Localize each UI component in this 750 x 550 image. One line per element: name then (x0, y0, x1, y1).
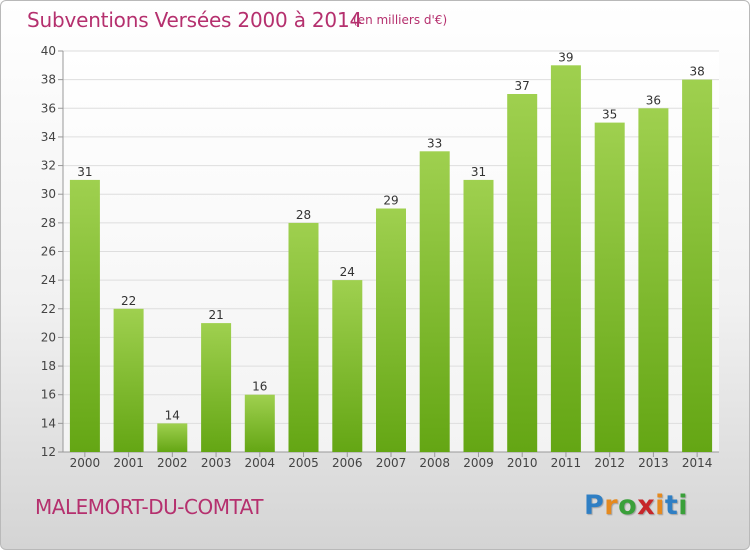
y-tick-label: 34 (41, 130, 56, 144)
data-label: 21 (208, 308, 223, 322)
chart-unit-note: (en milliers d'€) (353, 13, 448, 27)
x-tick-label: 2007 (376, 456, 407, 470)
x-tick-label: 2013 (638, 456, 669, 470)
x-tick-label: 2003 (201, 456, 232, 470)
bar (332, 280, 363, 452)
y-tick-label: 40 (41, 44, 56, 58)
y-tick-label: 22 (41, 302, 56, 316)
x-tick-label: 2009 (463, 456, 494, 470)
bar (507, 94, 538, 452)
bar (550, 65, 581, 453)
y-tick-label: 32 (41, 159, 56, 173)
data-label: 29 (383, 194, 398, 208)
bar (69, 179, 100, 452)
x-tick-label: 2004 (245, 456, 276, 470)
x-tick-label: 2008 (419, 456, 450, 470)
y-tick-label: 26 (41, 245, 56, 259)
data-label: 39 (558, 50, 573, 64)
x-tick-label: 2002 (157, 456, 188, 470)
bar (244, 394, 275, 452)
logo-letter: x (637, 490, 656, 521)
y-tick-label: 12 (41, 445, 56, 459)
y-tick-label: 24 (41, 273, 56, 287)
proxiti-logo: Proxiti (584, 490, 688, 521)
x-tick-label: 2000 (70, 456, 101, 470)
data-label: 28 (296, 208, 311, 222)
logo-letter: t (664, 490, 679, 521)
bar (113, 308, 144, 452)
y-tick-label: 30 (41, 187, 56, 201)
x-tick-label: 2005 (288, 456, 319, 470)
data-label: 22 (121, 294, 136, 308)
x-tick-label: 2006 (332, 456, 363, 470)
bar (376, 208, 406, 452)
data-label: 38 (689, 65, 704, 79)
x-tick-label: 2001 (113, 456, 144, 470)
logo-letter: r (604, 490, 619, 521)
y-tick-label: 16 (41, 388, 56, 402)
logo-letter: o (618, 490, 638, 521)
data-label: 37 (515, 79, 530, 93)
y-tick-label: 28 (41, 216, 56, 230)
data-label: 24 (340, 265, 355, 279)
chart-title: Subventions Versées 2000 à 2014 (27, 8, 363, 32)
data-label: 31 (77, 165, 92, 179)
x-tick-label: 2011 (551, 456, 582, 470)
data-label: 31 (471, 165, 486, 179)
bar (419, 151, 450, 453)
place-name: MALEMORT-DU-COMTAT (35, 495, 263, 519)
x-tick-label: 2012 (594, 456, 625, 470)
bar (157, 423, 188, 452)
bar (638, 108, 669, 453)
data-label: 16 (252, 380, 267, 394)
bar (463, 179, 494, 452)
bar (594, 122, 625, 452)
y-tick-label: 14 (41, 416, 56, 430)
data-label: 36 (646, 93, 661, 107)
logo-letter: P (584, 490, 605, 521)
y-tick-label: 18 (41, 359, 56, 373)
data-label: 35 (602, 108, 617, 122)
x-tick-label: 2014 (682, 456, 713, 470)
data-label: 14 (165, 408, 180, 422)
data-label: 33 (427, 136, 442, 150)
logo-letter: i (655, 490, 665, 521)
bar (682, 79, 713, 452)
bar (201, 323, 232, 452)
y-tick-label: 20 (41, 330, 56, 344)
y-tick-label: 36 (41, 101, 56, 115)
x-tick-label: 2010 (507, 456, 538, 470)
bar (288, 222, 319, 452)
logo-letter: i (678, 490, 689, 521)
y-tick-label: 38 (41, 73, 56, 87)
